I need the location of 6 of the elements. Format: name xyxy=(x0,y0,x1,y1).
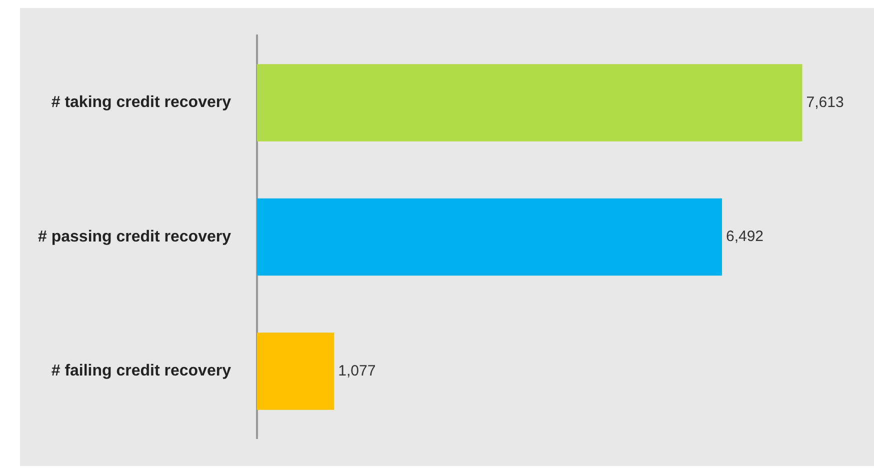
y-tick-label: # taking credit recovery xyxy=(51,94,232,112)
data-label: 7,613 xyxy=(806,94,844,111)
data-label: 6,492 xyxy=(726,228,764,246)
y-tick-label: # passing credit recovery xyxy=(38,228,232,246)
y-tick-label: # failing credit recovery xyxy=(51,362,232,380)
data-label: 1,077 xyxy=(338,362,376,380)
